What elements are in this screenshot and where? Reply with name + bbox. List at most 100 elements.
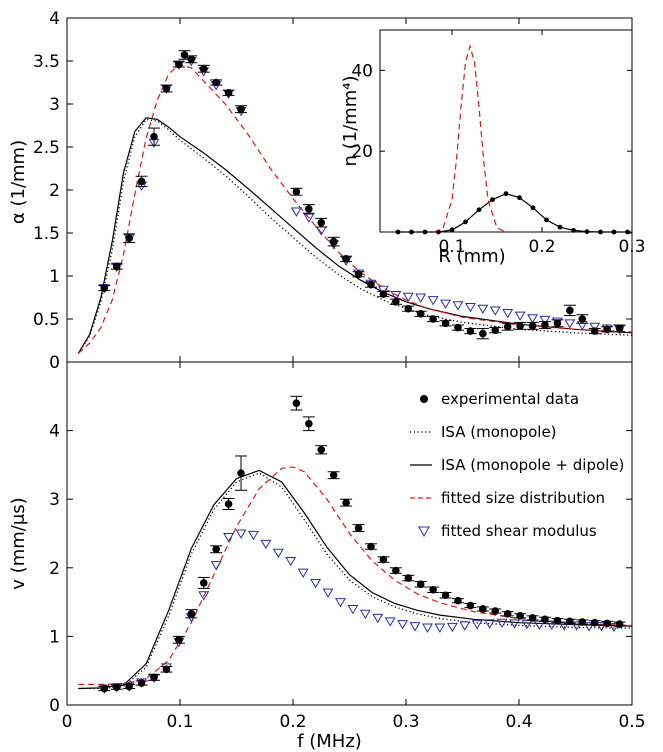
attenuation-experimental-point-24	[429, 315, 437, 323]
attenuation-fitted_shear-point-20	[390, 290, 402, 301]
attenuation-experimental-point-3	[137, 177, 146, 186]
inset-distribution_measured-point-0	[395, 229, 401, 235]
velocity-experimental-point-23	[429, 585, 437, 594]
inset-distribution_measured-point-13	[571, 227, 576, 233]
velocity-experimental-point-26	[466, 601, 475, 610]
velocity-fitted_shear-point-29	[459, 621, 471, 631]
attenuation-ytick-label-1: 0.5	[33, 310, 60, 330]
attenuation-experimental-point-4	[150, 132, 158, 141]
attenuation-experimental-point-18	[354, 270, 363, 279]
velocity-fitted_shear-point-37	[558, 621, 570, 631]
legend-item-fitted_size: fitted size distribution	[410, 489, 605, 507]
velocity-experimental-point-16	[342, 498, 350, 507]
attenuation-experimental-point-17	[342, 254, 350, 263]
legend-item-experimental: experimental data	[420, 390, 579, 408]
velocity-xtick-label-5: 0.5	[618, 712, 645, 732]
velocity-xlabel: f (MHz)	[297, 731, 362, 752]
velocity-experimental-point-21	[404, 574, 413, 582]
attenuation-fitted_shear-point-29	[502, 309, 514, 319]
attenuation-experimental-point-38	[603, 325, 611, 334]
velocity-fitted_shear-point-15	[285, 556, 297, 567]
velocity-experimental-point-15	[329, 471, 338, 479]
velocity-experimental-point-2	[125, 682, 133, 691]
inset-xtick-label-0: 0.1	[438, 237, 465, 257]
inset-xtick-label-1: 0.2	[528, 237, 555, 257]
velocity-experimental-point-18	[367, 542, 375, 551]
attenuation-experimental-point-0	[100, 284, 109, 292]
inset-distribution_measured-point-5	[463, 219, 468, 225]
inset-panel: 0.1 0.2 0.3 20 40n (1/mm⁴) R (mm)	[340, 29, 646, 267]
attenuation-experimental-point-8	[187, 55, 196, 64]
attenuation-experimental-point-21	[392, 298, 400, 306]
inset-distribution_measured-point-7	[490, 197, 495, 203]
attenuation-experimental-point-34	[553, 319, 562, 328]
legend: experimental data ISA (monopole) ISA (mono…	[410, 390, 624, 540]
attenuation-experimental-point-28	[479, 329, 487, 338]
attenuation-experimental-point-6	[175, 60, 183, 69]
velocity-experimental-point-10	[224, 500, 233, 508]
attenuation-fitted_shear-point-24	[440, 299, 452, 309]
legend-item-fitted_shear: fitted shear modulus	[418, 522, 597, 540]
velocity-isa_monopole_dipole-line	[78, 469, 633, 690]
velocity-fitted_shear-point-23	[384, 617, 396, 627]
attenuation-fitted_shear-point-22	[415, 293, 427, 303]
attenuation-experimental-point-2	[125, 234, 133, 242]
velocity-ytick-label-3: 3	[49, 490, 60, 510]
velocity-fitted_shear-point-30	[471, 620, 483, 630]
attenuation-experimental-point-15	[317, 218, 326, 227]
velocity-fitted_shear-point-10	[223, 532, 235, 543]
attenuation-experimental-point-30	[503, 322, 512, 331]
inset-distribution_measured-point-2	[422, 229, 428, 235]
inset-axes-box	[379, 29, 633, 233]
velocity-experimental-point-33	[553, 616, 562, 625]
attenuation-ytick-label-8: 4	[49, 9, 60, 29]
velocity-fitted_shear-point-16	[297, 568, 309, 578]
attenuation-ytick-label-6: 3	[49, 95, 60, 115]
inset-distribution_measured-point-14	[584, 229, 590, 234]
attenuation-experimental-point-39	[615, 324, 624, 333]
inset-distribution_measured-point-8	[503, 191, 509, 197]
attenuation-experimental-point-20	[379, 290, 388, 298]
attenuation-experimental-point-36	[578, 315, 587, 323]
velocity-isa_monopole-line	[78, 472, 633, 690]
velocity-experimental-point-19	[379, 555, 388, 564]
velocity-fitted_shear-point-18	[322, 588, 334, 598]
inset-ylabel: n (1/mm⁴)	[340, 76, 361, 167]
attenuation-experimental-point-33	[541, 321, 549, 329]
velocity-ytick-label-0: 0	[49, 696, 60, 716]
legend-symbol-experimental	[420, 395, 428, 403]
velocity-fitted_shear-point-33	[509, 619, 520, 629]
inset-distribution_measured-point-16	[611, 229, 617, 235]
inset-background	[380, 30, 632, 232]
attenuation-fitted_shear-point-36	[589, 322, 601, 333]
velocity-fitted_shear-point-32	[496, 618, 508, 629]
inset-distribution_measured-point-9	[517, 195, 522, 201]
attenuation-ytick-label-5: 2.5	[33, 138, 60, 158]
velocity-experimental-point-22	[416, 580, 425, 589]
legend-item-isa_monopole: ISA (monopole)	[410, 423, 557, 441]
attenuation-isa_monopole_dipole-line	[77, 117, 633, 354]
attenuation-fitted_shear-point-12	[290, 207, 302, 217]
velocity-experimental-point-1	[112, 683, 121, 691]
velocity-fitted_shear-point-17	[310, 578, 322, 589]
velocity-experimental-point-12	[292, 399, 301, 407]
velocity-experimental-point-25	[454, 596, 462, 605]
velocity-ylabel: v (mm/μs)	[8, 497, 29, 589]
velocity-experimental-point-4	[150, 673, 158, 682]
attenuation-experimental-point-11	[224, 89, 233, 97]
inset-xtick-label-2: 0.3	[618, 237, 645, 257]
velocity-fitted_shear-point-9	[210, 561, 222, 571]
velocity-fitted_shear-point-34	[521, 620, 533, 630]
legend-label-fitted_shear: fitted shear modulus	[441, 522, 597, 540]
attenuation-fitted_shear-point-25	[452, 301, 464, 311]
velocity-fitted_shear-point-25	[409, 622, 421, 632]
velocity-ytick-label-4: 4	[49, 422, 60, 442]
velocity-fitted_shear-point-31	[484, 619, 496, 629]
inset-distribution_measured-point-10	[530, 205, 536, 211]
attenuation-experimental-point-22	[404, 304, 413, 313]
velocity-fitted_shear-point-11	[235, 529, 247, 539]
velocity-experimental-point-30	[516, 612, 524, 620]
legend-label-isa_monopole: ISA (monopole)	[441, 423, 557, 441]
attenuation-experimental-point-19	[367, 280, 375, 289]
